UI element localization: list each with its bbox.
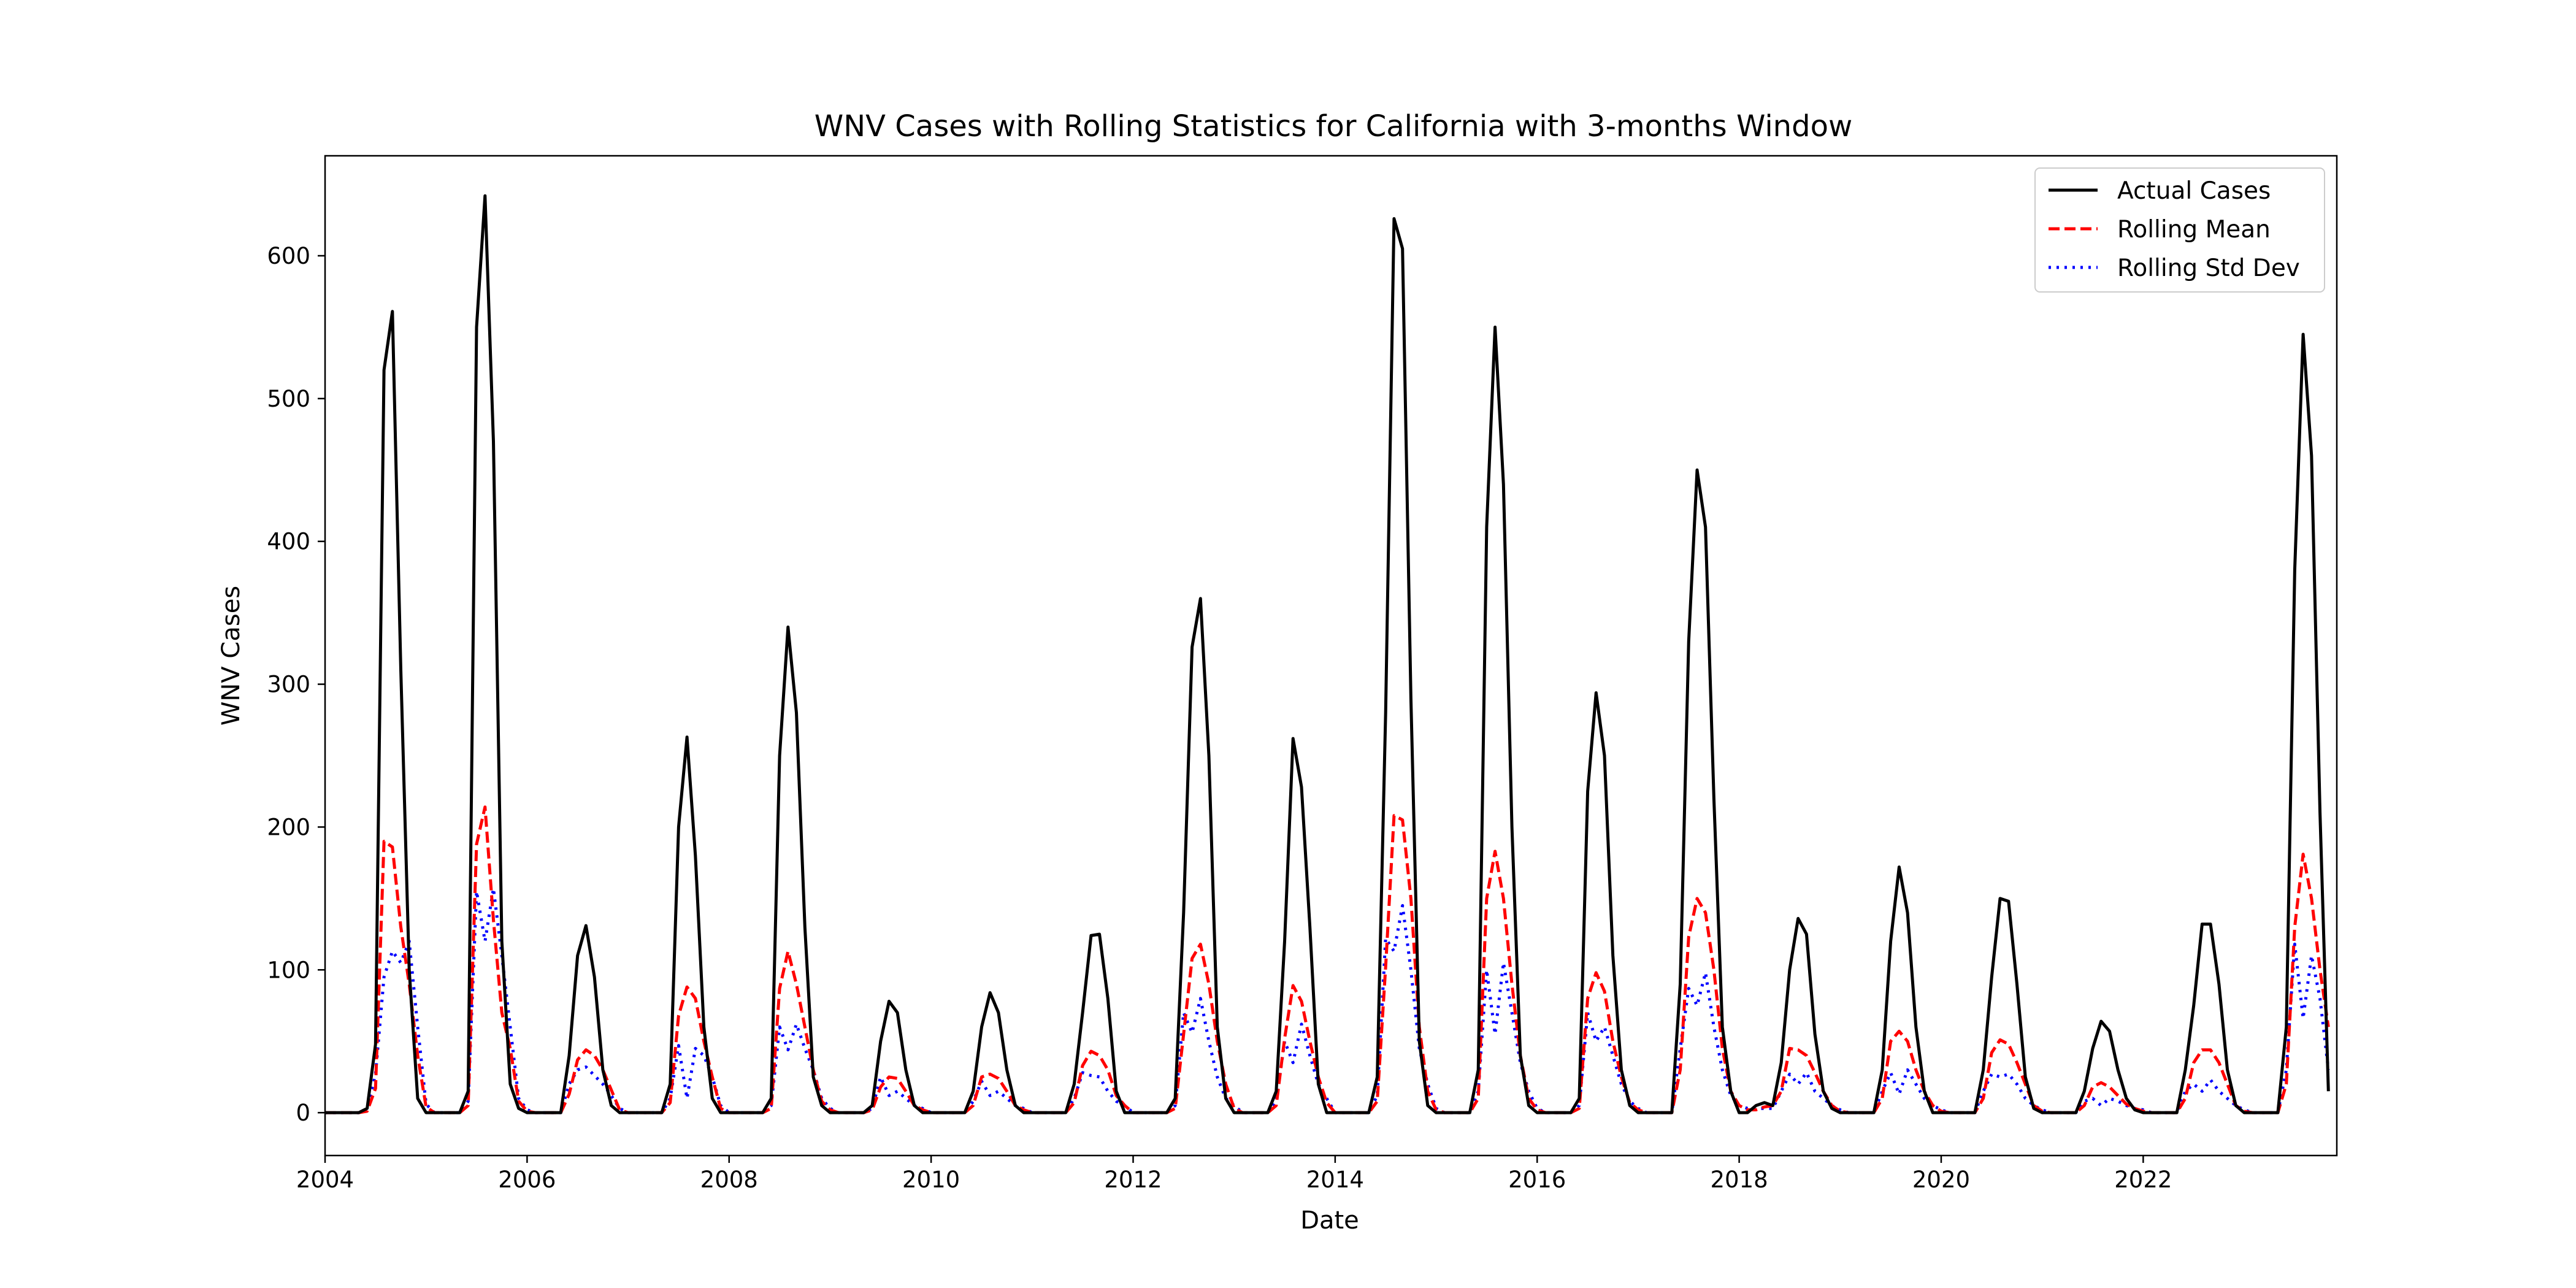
series-line-actual-cases [325,194,2330,1114]
x-axis-label: Date [1300,1206,1359,1235]
plot-series [325,194,2330,1114]
x-tick-label: 2012 [1104,1167,1162,1193]
x-tick-label: 2020 [1912,1167,1970,1193]
x-tick-label: 2004 [296,1167,354,1193]
y-tick-label: 500 [267,386,310,412]
y-tick-label: 600 [267,243,310,269]
y-tick-label: 100 [267,957,310,983]
x-tick-label: 2022 [2114,1167,2172,1193]
x-tick-label: 2016 [1508,1167,1566,1193]
x-axis: 2004 2006 2008 2010 2012 2014 2016 2018 2020 2022 [296,1156,2172,1193]
legend-label-actual: Actual Cases [2117,177,2271,205]
legend: Actual Cases Rolling Mean Rolling Std De… [2034,167,2325,293]
chart-title: WNV Cases with Rolling Statistics for Ca… [815,109,1852,144]
x-tick-label: 2018 [1711,1167,1768,1193]
y-tick-label: 300 [267,672,310,698]
x-tick-label: 2010 [902,1167,960,1193]
x-tick-label: 2014 [1306,1167,1364,1193]
plot-area-frame [324,155,2338,1157]
legend-label-std: Rolling Std Dev [2117,255,2300,282]
y-tick-label: 400 [267,529,310,555]
y-axis-label: WNV Cases [217,586,245,726]
y-tick-label: 0 [296,1100,310,1126]
x-tick-label: 2006 [498,1167,556,1193]
legend-box [2034,167,2325,293]
legend-label-mean: Rolling Mean [2117,216,2271,243]
y-tick-label: 200 [267,814,310,840]
y-axis: 0 100 200 300 400 500 600 [267,243,325,1126]
x-tick-label: 2008 [700,1167,758,1193]
